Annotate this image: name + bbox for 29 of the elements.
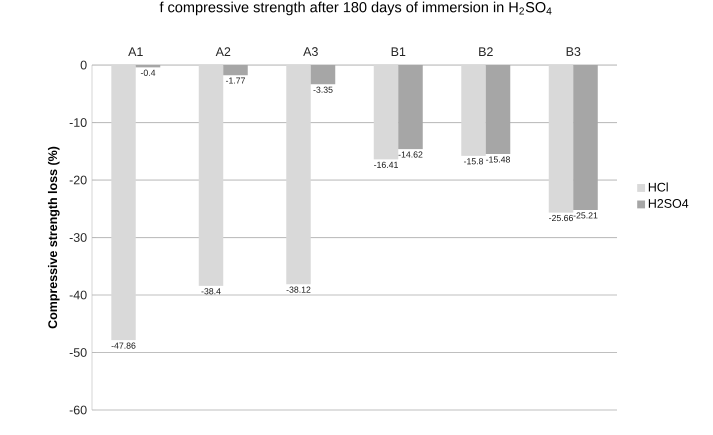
- y-tick-label: -40: [70, 290, 87, 300]
- y-axis-title: Compressive strength loss (%): [48, 146, 60, 328]
- x-tick-label: A1: [128, 47, 143, 56]
- data-label: -15.48: [486, 156, 510, 163]
- legend-label: H2SO4: [648, 199, 688, 208]
- x-tick-label: B1: [392, 47, 406, 56]
- x-tick-label: B2: [479, 47, 493, 56]
- y-tick-label: -30: [70, 233, 87, 242]
- data-label: -1.77: [226, 78, 245, 84]
- y-tick-label: 0: [80, 60, 87, 70]
- y-tick-label: -20: [70, 176, 87, 184]
- y-tick-label: -10: [70, 118, 87, 127]
- data-label: -15.8: [464, 158, 484, 164]
- y-tick-label: -50: [70, 348, 87, 357]
- data-label: -38.12: [286, 286, 310, 293]
- x-tick-label: A3: [303, 47, 318, 56]
- x-tick-label: B3: [566, 47, 580, 56]
- data-label: -3.35: [313, 86, 333, 93]
- data-label: -16.41: [374, 162, 398, 168]
- data-label: -25.21: [574, 212, 598, 218]
- chart-title: f compressive strength after 180 days of immersion in H$_{2}$SO$_{4}$: [160, 2, 552, 16]
- legend-label: HCl: [648, 182, 668, 192]
- data-label: -47.86: [112, 342, 136, 349]
- y-tick-label: -60: [70, 406, 87, 414]
- x-tick-label: A2: [216, 47, 230, 56]
- data-label: -14.62: [398, 151, 422, 158]
- data-label: -25.66: [549, 214, 573, 222]
- data-label: -38.4: [201, 288, 221, 294]
- data-label: -0.4: [140, 70, 156, 76]
